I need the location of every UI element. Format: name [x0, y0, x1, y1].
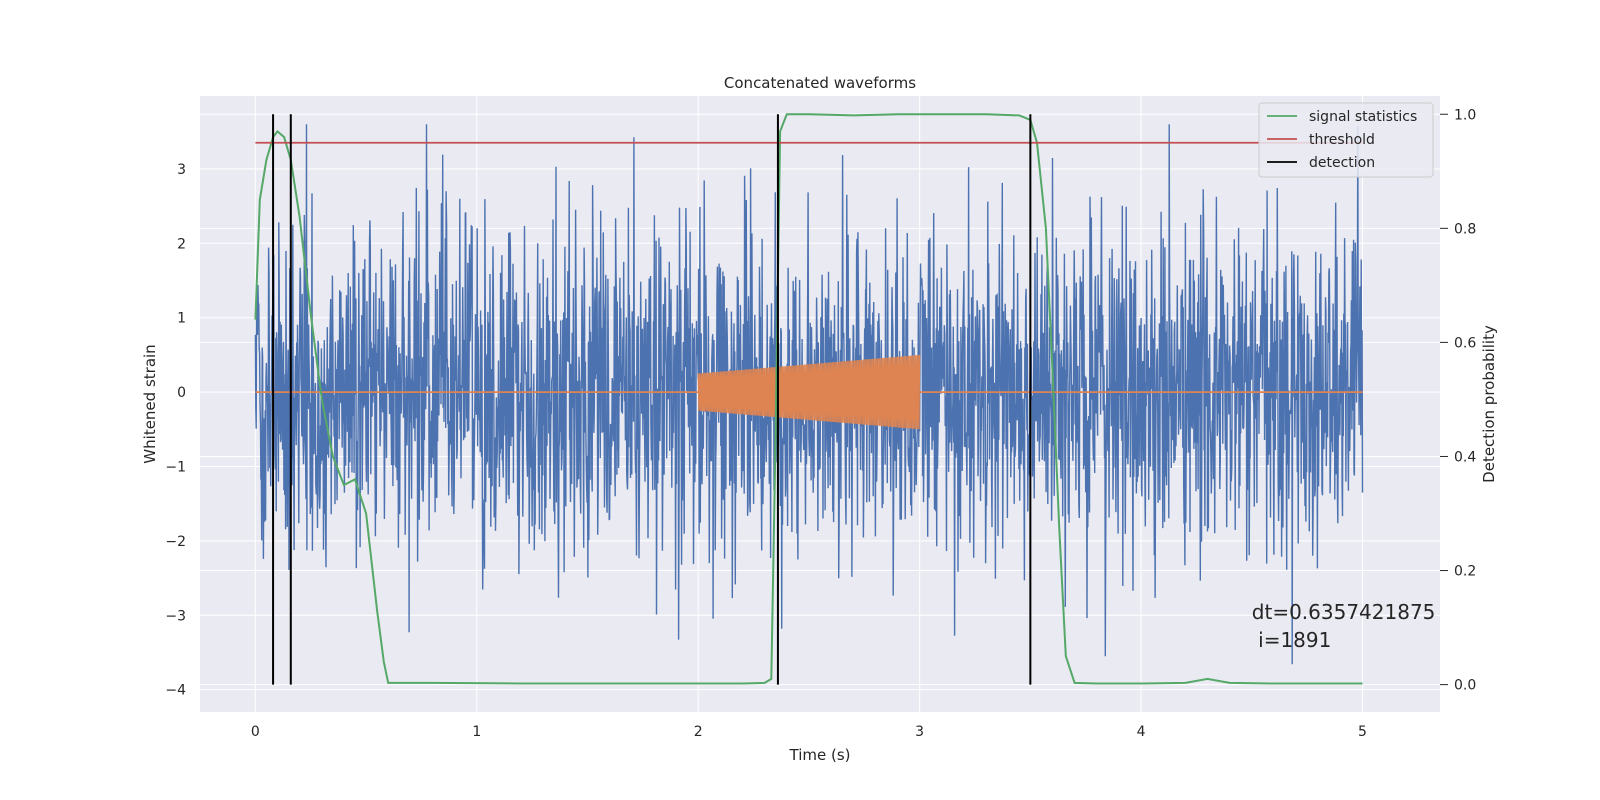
legend-label-detection: detection [1309, 155, 1375, 171]
legend-box [1258, 102, 1434, 178]
strain-series [254, 124, 1364, 665]
y-tick-label: −3 [165, 608, 186, 624]
detection-series [272, 114, 1032, 685]
y2-ticks: 0.0 0.2 0.4 0.6 0.8 1.0 [1440, 107, 1476, 694]
y-tick-label: 1 [177, 311, 186, 327]
y2-tick-label: 1.0 [1454, 107, 1476, 123]
y-ticks: −4 −3 −2 −1 0 1 2 3 [165, 162, 186, 699]
legend-label-signal-statistics: signal statistics [1309, 109, 1417, 125]
y2-tick-label: 0.6 [1454, 335, 1476, 351]
y-tick-label: 0 [177, 385, 186, 401]
x-tick-label: 1 [472, 724, 481, 740]
legend-label-threshold: threshold [1309, 132, 1375, 148]
x-tick-label: 3 [915, 724, 924, 740]
x-tick-label: 0 [251, 724, 260, 740]
annotation-line: dt=0.6357421875 [1252, 600, 1436, 624]
strain-line [254, 124, 1364, 665]
annotation: dt=0.6357421875 i=1891 [1252, 600, 1436, 652]
y-tick-label: 2 [177, 236, 186, 252]
plot-area [200, 96, 1440, 712]
chart-title: Concatenated waveforms [724, 74, 916, 92]
annotation-line: i=1891 [1252, 628, 1332, 652]
x-tick-label: 2 [694, 724, 703, 740]
y-tick-label: −4 [165, 683, 186, 699]
annotation-text: dt=0.6357421875 i=1891 [1252, 600, 1436, 652]
x-tick-label: 4 [1137, 724, 1146, 740]
template-series [255, 354, 1363, 430]
y-axis-label: Whitened strain [141, 344, 159, 463]
x-ticks: 0 1 2 3 4 5 [251, 724, 1367, 740]
y-tick-label: −2 [165, 534, 186, 550]
x-axis-label: Time (s) [789, 746, 851, 764]
x-tick-label: 5 [1358, 724, 1367, 740]
y2-tick-label: 0.4 [1454, 449, 1476, 465]
y2-tick-label: 0.0 [1454, 678, 1476, 694]
signal-statistics-series [254, 113, 1363, 685]
y2-tick-label: 0.2 [1454, 564, 1476, 580]
y-tick-label: −1 [165, 459, 186, 475]
signal-statistics-line [254, 113, 1363, 685]
y2-axis-label: Detection probability [1480, 325, 1498, 483]
y-tick-label: 3 [177, 162, 186, 178]
legend: signal statistics threshold detection [1258, 102, 1434, 178]
template-chirp [697, 354, 921, 430]
y2-tick-label: 0.8 [1454, 221, 1476, 237]
